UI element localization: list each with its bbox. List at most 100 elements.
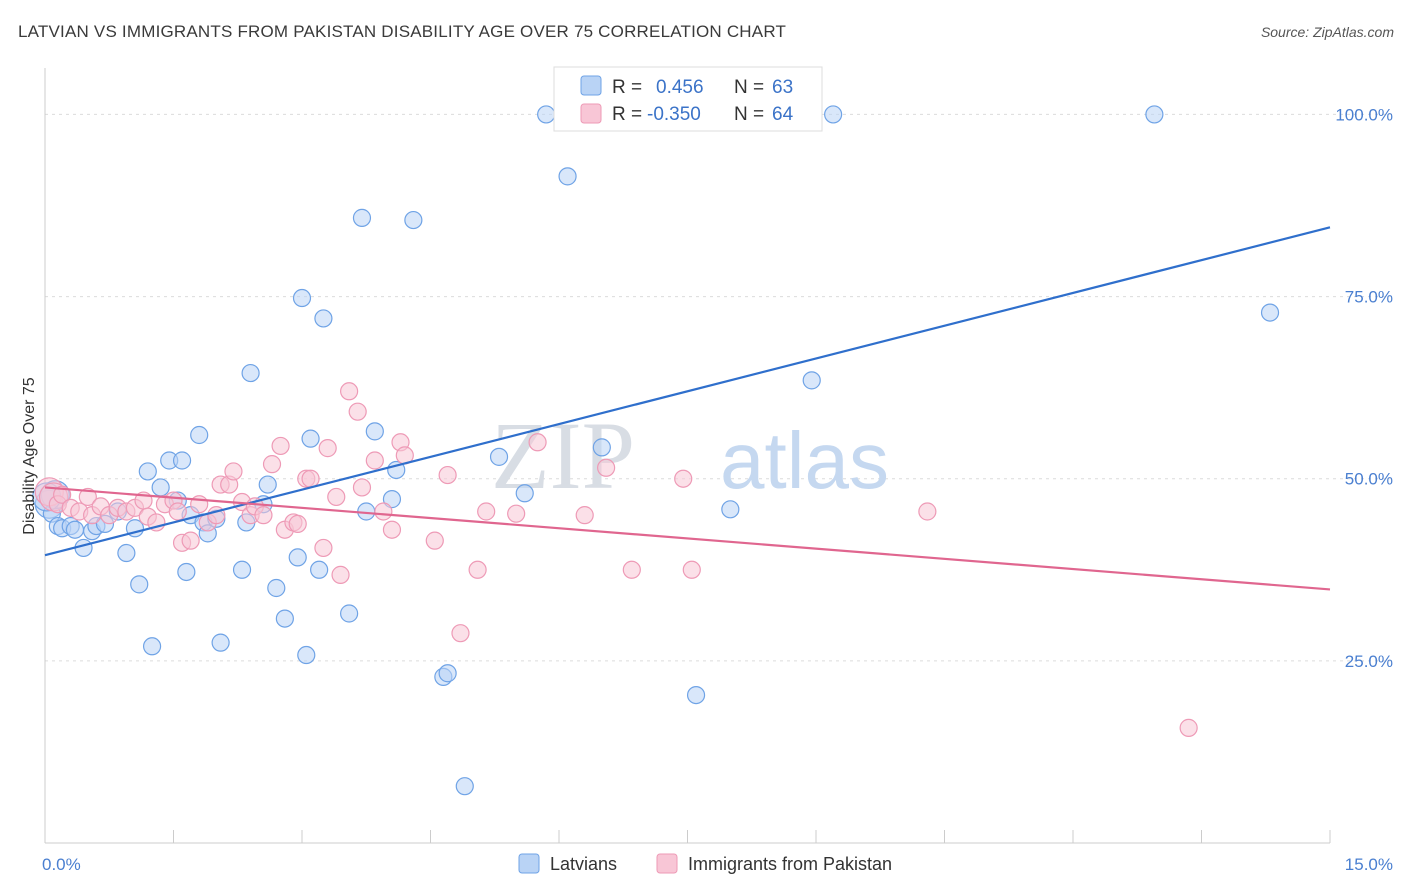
legend-r-label-2: R = xyxy=(612,104,642,125)
latvian-point-15 xyxy=(138,462,157,481)
latvian-point-38 xyxy=(301,429,320,448)
x-tick-labels: 0.0% 15.0% xyxy=(42,855,1393,874)
pakistan-point-63 xyxy=(1179,718,1198,737)
pakistan-point-3 xyxy=(53,485,72,504)
x-tick-label-1: 15.0% xyxy=(1345,855,1393,874)
pakistan-point-30 xyxy=(254,506,273,525)
y-tick-label-2: 75.0% xyxy=(1345,288,1393,307)
latvian-point-14 xyxy=(130,575,149,594)
legend-r-value-1: 0.456 xyxy=(656,77,704,98)
bottom-legend-swatch-latvians xyxy=(518,853,540,874)
pakistan-point-55 xyxy=(507,504,526,523)
pakistan-point-40 xyxy=(327,487,346,507)
latvian-point-54 xyxy=(558,167,577,186)
pakistan-point-56 xyxy=(528,433,547,452)
latvian-point-39 xyxy=(310,560,329,579)
pakistan-point-57 xyxy=(575,506,594,525)
pakistan-point-42 xyxy=(340,382,359,401)
latvian-point-23 xyxy=(190,425,209,445)
latvian-point-52 xyxy=(515,484,534,503)
latvian-point-60 xyxy=(1145,105,1164,124)
pakistan-point-61 xyxy=(682,560,701,579)
pakistan-point-44 xyxy=(352,478,372,497)
pakistan-point-60 xyxy=(674,469,693,488)
pakistan-point-54 xyxy=(477,502,496,521)
bottom-legend-latvians: Latvians xyxy=(550,854,617,874)
legend-r-value-2: -0.350 xyxy=(647,104,701,125)
latvian-point-33 xyxy=(267,578,286,598)
pakistan-points xyxy=(34,382,1198,737)
latvian-point-49 xyxy=(438,664,457,683)
chart-title: LATVIAN VS IMMIGRANTS FROM PAKISTAN DISA… xyxy=(18,22,787,41)
watermark: ZIP atlas xyxy=(491,402,889,509)
latvian-point-36 xyxy=(292,288,312,308)
legend-n-value-1: 63 xyxy=(772,77,793,98)
latvian-point-28 xyxy=(232,560,252,579)
y-tick-label-1: 50.0% xyxy=(1345,470,1393,489)
pakistan-point-59 xyxy=(622,560,641,579)
x-tick-label-0: 0.0% xyxy=(42,855,81,874)
pakistan-point-18 xyxy=(168,502,187,521)
pakistan-point-6 xyxy=(78,487,97,507)
latvian-point-37 xyxy=(297,645,316,665)
latvian-point-58 xyxy=(802,371,821,390)
legend: R = 0.456 N = 63 R = -0.350 N = 64 xyxy=(553,66,823,132)
latvian-point-59 xyxy=(824,105,843,124)
latvian-point-16 xyxy=(142,637,162,656)
latvian-point-61 xyxy=(1260,303,1280,322)
latvian-point-32 xyxy=(258,475,277,494)
pakistan-point-45 xyxy=(365,451,384,470)
bottom-legend-pakistan: Immigrants from Pakistan xyxy=(688,854,892,874)
latvian-point-41 xyxy=(340,604,359,623)
latvian-point-27 xyxy=(211,633,230,652)
latvian-point-45 xyxy=(382,490,402,509)
bottom-legend-swatch-pakistan xyxy=(656,853,678,874)
pakistan-point-20 xyxy=(181,531,200,550)
pakistan-point-62 xyxy=(918,502,937,521)
legend-n-value-2: 64 xyxy=(772,104,794,125)
latvian-point-35 xyxy=(288,548,307,567)
latvian-point-12 xyxy=(117,543,136,563)
legend-swatch-pakistan xyxy=(580,103,602,124)
pakistan-point-43 xyxy=(348,402,367,421)
latvian-point-34 xyxy=(275,609,294,628)
bottom-legend: Latvians Immigrants from Pakistan xyxy=(518,853,892,874)
chart-source: Source: ZipAtlas.com xyxy=(1260,24,1394,40)
latvian-point-55 xyxy=(592,438,611,457)
pakistan-point-47 xyxy=(382,520,402,539)
latvian-point-50 xyxy=(455,777,474,796)
legend-swatch-latvians xyxy=(580,75,602,96)
pakistan-point-51 xyxy=(438,465,457,485)
pakistan-point-52 xyxy=(451,624,470,643)
pakistan-point-53 xyxy=(468,560,487,579)
latvian-point-53 xyxy=(537,105,556,124)
y-tick-labels: 25.0% 50.0% 75.0% 100.0% xyxy=(1335,105,1393,670)
pakistan-trend-line xyxy=(44,486,1331,591)
y-tick-label-0: 25.0% xyxy=(1345,652,1393,671)
latvian-point-40 xyxy=(314,309,333,328)
pakistan-point-50 xyxy=(425,531,444,550)
pakistan-point-26 xyxy=(224,462,243,481)
y-axis-label: Disability Age Over 75 xyxy=(21,377,38,535)
legend-n-label-1: N = xyxy=(734,77,764,98)
axes xyxy=(44,68,1331,844)
pakistan-point-58 xyxy=(597,458,616,477)
pakistan-point-39 xyxy=(318,439,337,458)
pakistan-point-32 xyxy=(271,436,290,456)
latvian-point-30 xyxy=(241,363,260,383)
latvian-point-51 xyxy=(489,447,509,466)
legend-r-label-1: R = xyxy=(612,77,642,98)
watermark-zip: ZIP xyxy=(491,402,635,509)
latvian-point-47 xyxy=(404,210,423,230)
latvian-point-57 xyxy=(721,500,740,519)
pakistan-point-38 xyxy=(314,538,333,558)
latvian-point-20 xyxy=(172,451,192,470)
latvian-point-21 xyxy=(177,562,196,582)
pakistan-point-35 xyxy=(288,514,307,533)
latvian-point-17 xyxy=(151,478,170,497)
latvians-trend-line xyxy=(44,226,1331,557)
pakistan-point-46 xyxy=(374,502,393,521)
latvian-point-42 xyxy=(352,208,372,227)
latvian-point-44 xyxy=(365,422,384,441)
